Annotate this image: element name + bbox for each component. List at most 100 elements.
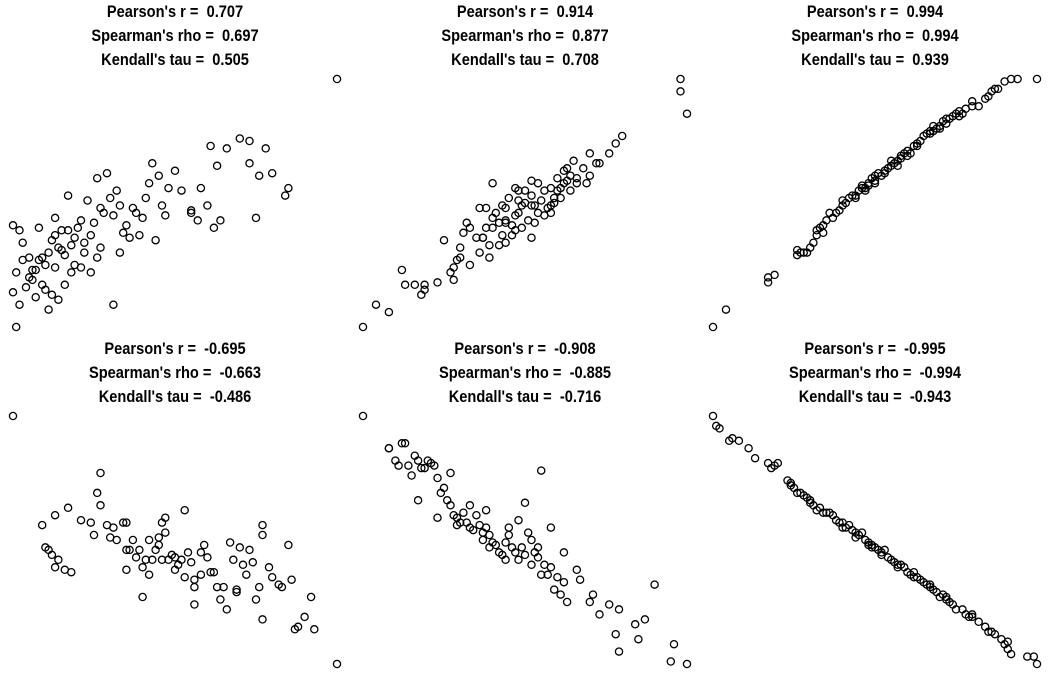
panel-title: Pearson's r = -0.908 Spearman's rho = -0… bbox=[350, 337, 700, 409]
data-point bbox=[125, 545, 134, 555]
data-point bbox=[161, 211, 170, 220]
data-point bbox=[809, 238, 818, 247]
data-point bbox=[942, 119, 951, 128]
scatter-plot bbox=[358, 411, 692, 669]
data-point bbox=[122, 221, 131, 230]
data-point bbox=[880, 166, 889, 176]
data-point bbox=[974, 617, 983, 627]
data-point bbox=[935, 124, 945, 133]
data-point bbox=[245, 545, 254, 555]
data-point bbox=[954, 111, 964, 121]
data-point bbox=[222, 605, 232, 614]
data-point bbox=[536, 196, 546, 205]
data-point bbox=[407, 471, 416, 480]
data-point bbox=[128, 535, 138, 545]
spearman-label: Spearman's rho = 0.877 bbox=[441, 26, 609, 45]
data-point bbox=[527, 560, 536, 570]
data-point bbox=[177, 555, 186, 565]
data-point bbox=[122, 518, 131, 527]
data-point bbox=[258, 615, 267, 624]
data-point bbox=[514, 515, 523, 525]
data-point bbox=[543, 570, 552, 579]
data-point bbox=[358, 322, 368, 332]
data-point bbox=[190, 575, 199, 584]
data-point bbox=[251, 595, 261, 604]
data-point bbox=[157, 555, 167, 565]
data-point bbox=[44, 305, 53, 314]
data-point bbox=[24, 273, 34, 282]
data-point bbox=[251, 213, 261, 223]
data-point bbox=[514, 208, 523, 218]
data-point bbox=[676, 74, 685, 84]
data-point bbox=[517, 201, 527, 210]
data-point bbox=[770, 270, 779, 280]
data-point bbox=[15, 300, 24, 309]
data-point bbox=[553, 186, 562, 195]
data-point bbox=[60, 250, 70, 260]
data-point bbox=[566, 171, 575, 180]
data-point bbox=[433, 473, 442, 483]
data-point bbox=[575, 575, 585, 584]
data-point bbox=[527, 535, 536, 545]
data-point bbox=[449, 275, 458, 285]
data-point bbox=[527, 176, 536, 185]
data-point bbox=[254, 582, 264, 592]
data-point bbox=[92, 173, 102, 183]
data-point bbox=[520, 186, 530, 195]
data-point bbox=[708, 411, 718, 421]
data-point bbox=[122, 545, 131, 555]
data-point bbox=[420, 463, 429, 473]
data-point bbox=[951, 605, 961, 614]
data-point bbox=[86, 518, 96, 527]
data-point bbox=[161, 528, 170, 537]
data-point bbox=[102, 168, 112, 178]
data-point bbox=[514, 555, 523, 565]
data-point bbox=[209, 567, 219, 577]
data-point bbox=[284, 183, 293, 193]
data-point bbox=[572, 178, 582, 188]
data-point bbox=[293, 622, 303, 632]
data-point bbox=[267, 572, 277, 582]
data-point bbox=[455, 243, 465, 252]
spearman-label: Spearman's rho = 0.994 bbox=[791, 26, 959, 45]
data-point bbox=[115, 248, 125, 257]
data-point bbox=[41, 260, 50, 270]
data-point bbox=[676, 87, 685, 96]
data-point bbox=[511, 226, 520, 235]
data-point bbox=[838, 523, 847, 532]
data-point bbox=[974, 102, 983, 111]
scatter-panel-5: Pearson's r = -0.908 Spearman's rho = -0… bbox=[350, 337, 700, 674]
data-point bbox=[459, 508, 468, 517]
kendall-label: Kendall's tau = 0.939 bbox=[801, 50, 949, 69]
data-point bbox=[235, 543, 245, 552]
data-point bbox=[267, 168, 277, 178]
data-point bbox=[151, 235, 160, 245]
data-point bbox=[896, 151, 906, 161]
panel-title: Pearson's r = 0.994 Spearman's rho = 0.9… bbox=[700, 0, 1050, 72]
data-point bbox=[148, 159, 157, 168]
data-point bbox=[455, 253, 465, 262]
data-point bbox=[177, 186, 186, 195]
scatter-plot bbox=[358, 74, 692, 332]
data-point bbox=[805, 496, 815, 505]
data-point bbox=[650, 580, 659, 589]
data-point bbox=[903, 151, 912, 161]
data-point bbox=[595, 610, 604, 619]
data-point bbox=[1032, 74, 1042, 84]
data-point bbox=[37, 520, 47, 530]
data-point bbox=[86, 268, 96, 277]
data-point bbox=[666, 657, 676, 666]
data-point bbox=[857, 528, 867, 537]
data-point bbox=[248, 558, 258, 567]
data-point bbox=[76, 263, 86, 272]
data-point bbox=[122, 565, 131, 575]
data-point bbox=[196, 570, 206, 579]
panel-title: Pearson's r = 0.707 Spearman's rho = 0.6… bbox=[0, 0, 350, 72]
data-point bbox=[520, 550, 530, 560]
data-point bbox=[21, 283, 31, 292]
data-point bbox=[238, 560, 248, 570]
data-point bbox=[164, 183, 173, 193]
data-point bbox=[452, 520, 462, 530]
data-point bbox=[446, 501, 455, 510]
data-point bbox=[277, 582, 287, 592]
